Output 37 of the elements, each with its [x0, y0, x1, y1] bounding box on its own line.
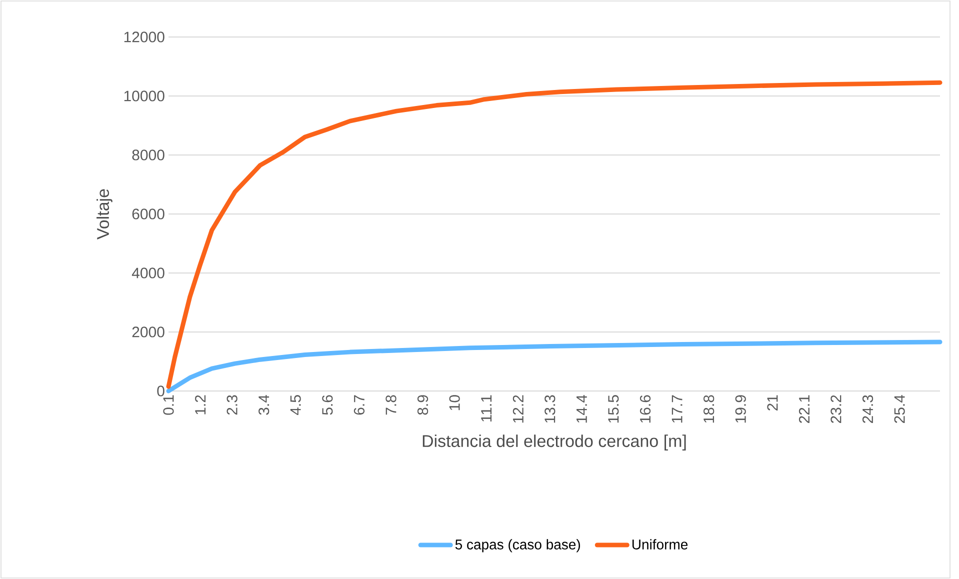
x-axis-title: Distancia del electrodo cercano [m] [422, 434, 686, 450]
y-tick-label: 8000 [132, 150, 164, 160]
x-tick-label: 7.8 [386, 395, 396, 415]
x-tick-label: 17.7 [672, 395, 682, 423]
y-axis-title: Voltaje [96, 189, 112, 240]
x-tick-label: 23.2 [830, 395, 842, 423]
x-tick-label: 1.2 [195, 395, 206, 414]
y-tick-label: 4000 [132, 268, 164, 278]
x-tick-label: 8.9 [417, 395, 428, 415]
line-series [166, 340, 942, 394]
x-tick-label: 24.3 [862, 395, 874, 423]
x-tick-label: 19.9 [735, 395, 746, 423]
y-tick-label: 2000 [132, 326, 164, 338]
line-series [166, 80, 942, 389]
y-tick-label: 0 [157, 386, 164, 396]
x-tick-label: 0.1 [163, 395, 174, 415]
x-tick-label: 5.6 [322, 395, 333, 415]
x-tick-label: 3.4 [258, 394, 270, 415]
x-tick-label: 2.3 [226, 395, 238, 415]
x-tick-label: 25.4 [894, 394, 905, 423]
legend-label: 5 capas (caso base) [455, 539, 580, 552]
x-tick-label: 18.8 [704, 395, 714, 423]
x-tick-label: 14.4 [576, 394, 587, 423]
x-tick-label: 16.6 [640, 395, 651, 423]
y-tick-label: 6000 [132, 208, 164, 220]
x-tick-label: 10 [449, 395, 460, 410]
x-tick-label: 22.1 [798, 395, 810, 423]
y-tick-label: 10000 [124, 90, 164, 102]
x-tick-label: 13.3 [544, 395, 556, 423]
x-tick-label: 12.2 [512, 395, 524, 423]
x-tick-label: 6.7 [354, 395, 365, 415]
y-tick-label: 12000 [124, 32, 164, 42]
x-tick-label: 21 [767, 395, 778, 410]
x-tick-label: 11.1 [481, 395, 492, 422]
legend-label: Uniforme [632, 539, 688, 550]
x-tick-label: 15.5 [608, 395, 619, 423]
x-tick-label: 4.5 [290, 395, 301, 416]
